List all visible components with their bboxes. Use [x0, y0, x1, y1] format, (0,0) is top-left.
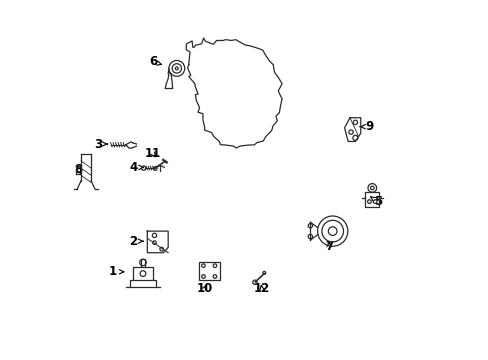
- Bar: [132, 267, 153, 280]
- Bar: [365, 192, 379, 207]
- Text: 4: 4: [129, 161, 143, 174]
- Bar: [199, 262, 219, 280]
- Text: 5: 5: [370, 195, 381, 208]
- Text: 3: 3: [94, 138, 107, 150]
- Text: 1: 1: [109, 265, 123, 278]
- Text: 8: 8: [74, 163, 82, 176]
- Text: 10: 10: [196, 282, 213, 295]
- Text: 7: 7: [325, 240, 332, 253]
- Text: 12: 12: [253, 282, 269, 295]
- Text: 6: 6: [149, 55, 161, 68]
- Text: 11: 11: [144, 147, 161, 159]
- Text: 9: 9: [359, 120, 373, 133]
- Text: 2: 2: [129, 235, 143, 248]
